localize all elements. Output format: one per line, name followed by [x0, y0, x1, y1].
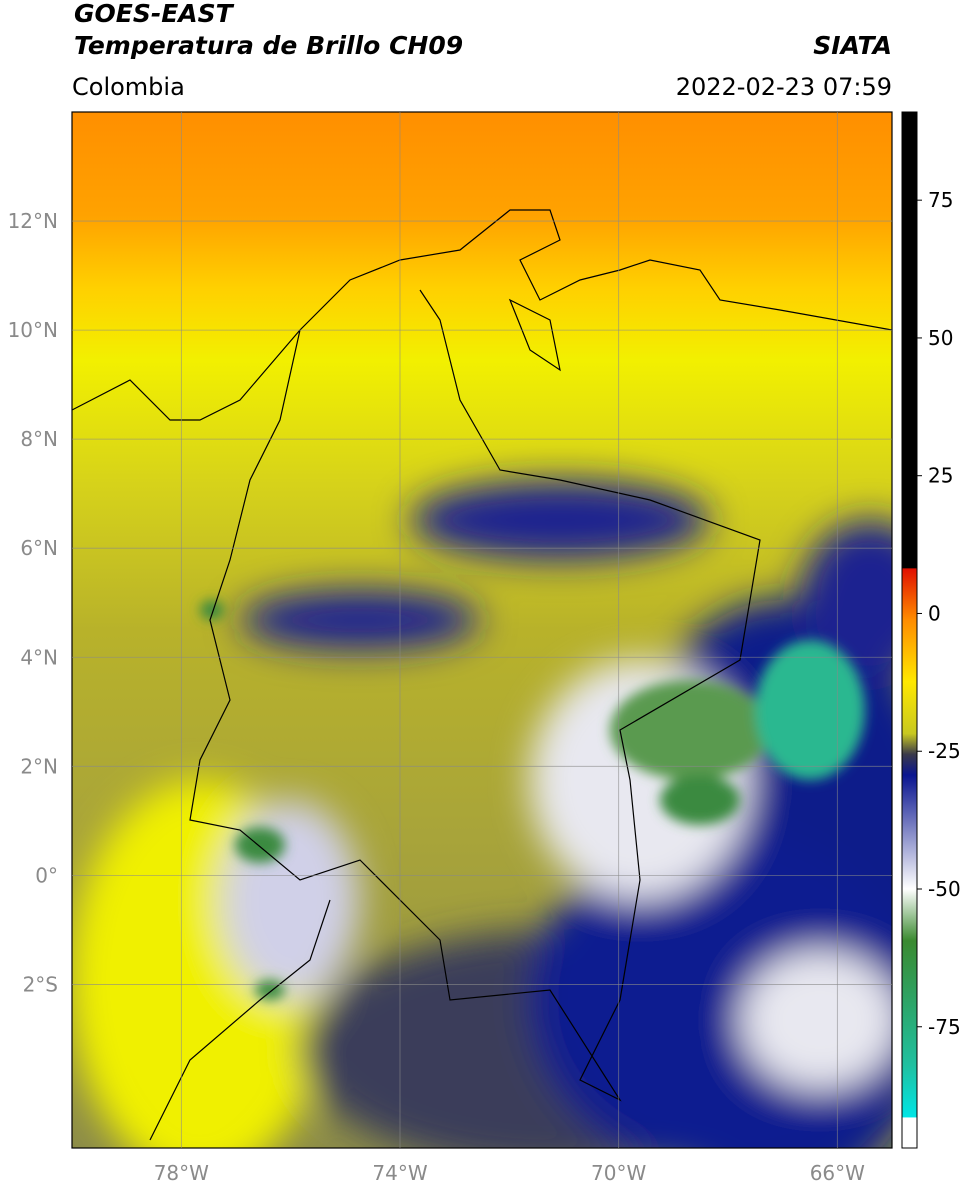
colorbar-label: 50	[928, 326, 953, 350]
subtitle: Temperatura de Brillo CH09	[74, 31, 463, 60]
datetime: 2022-02-23 07:59	[676, 73, 892, 101]
y-tick-label: 0°	[35, 863, 58, 887]
region: Colombia	[72, 73, 185, 101]
source: SIATA	[813, 31, 892, 60]
y-tick-label: 2°S	[23, 972, 58, 996]
colorbar-label: 25	[928, 464, 953, 488]
colorbar-label: 75	[928, 188, 953, 212]
colorbar-label: -75	[928, 1015, 961, 1039]
x-tick-label: 78°W	[154, 1161, 209, 1185]
map-frame	[71, 111, 893, 1149]
x-tick-label: 74°W	[372, 1161, 427, 1185]
colorbar	[901, 111, 918, 1149]
y-tick-label: 2°N	[20, 754, 58, 778]
y-tick-label: 4°N	[20, 645, 58, 669]
colorbar-label: -50	[928, 877, 961, 901]
colorbar-label: 0	[928, 601, 941, 625]
title: GOES-EAST	[74, 0, 235, 28]
y-tick-label: 6°N	[20, 536, 58, 560]
y-tick-label: 12°N	[8, 209, 58, 233]
y-tick-label: 10°N	[8, 318, 58, 342]
x-tick-label: 66°W	[810, 1161, 865, 1185]
colorbar-label: -25	[928, 739, 961, 763]
x-tick-label: 70°W	[591, 1161, 646, 1185]
y-tick-label: 8°N	[20, 427, 58, 451]
satellite-image	[72, 112, 892, 1148]
